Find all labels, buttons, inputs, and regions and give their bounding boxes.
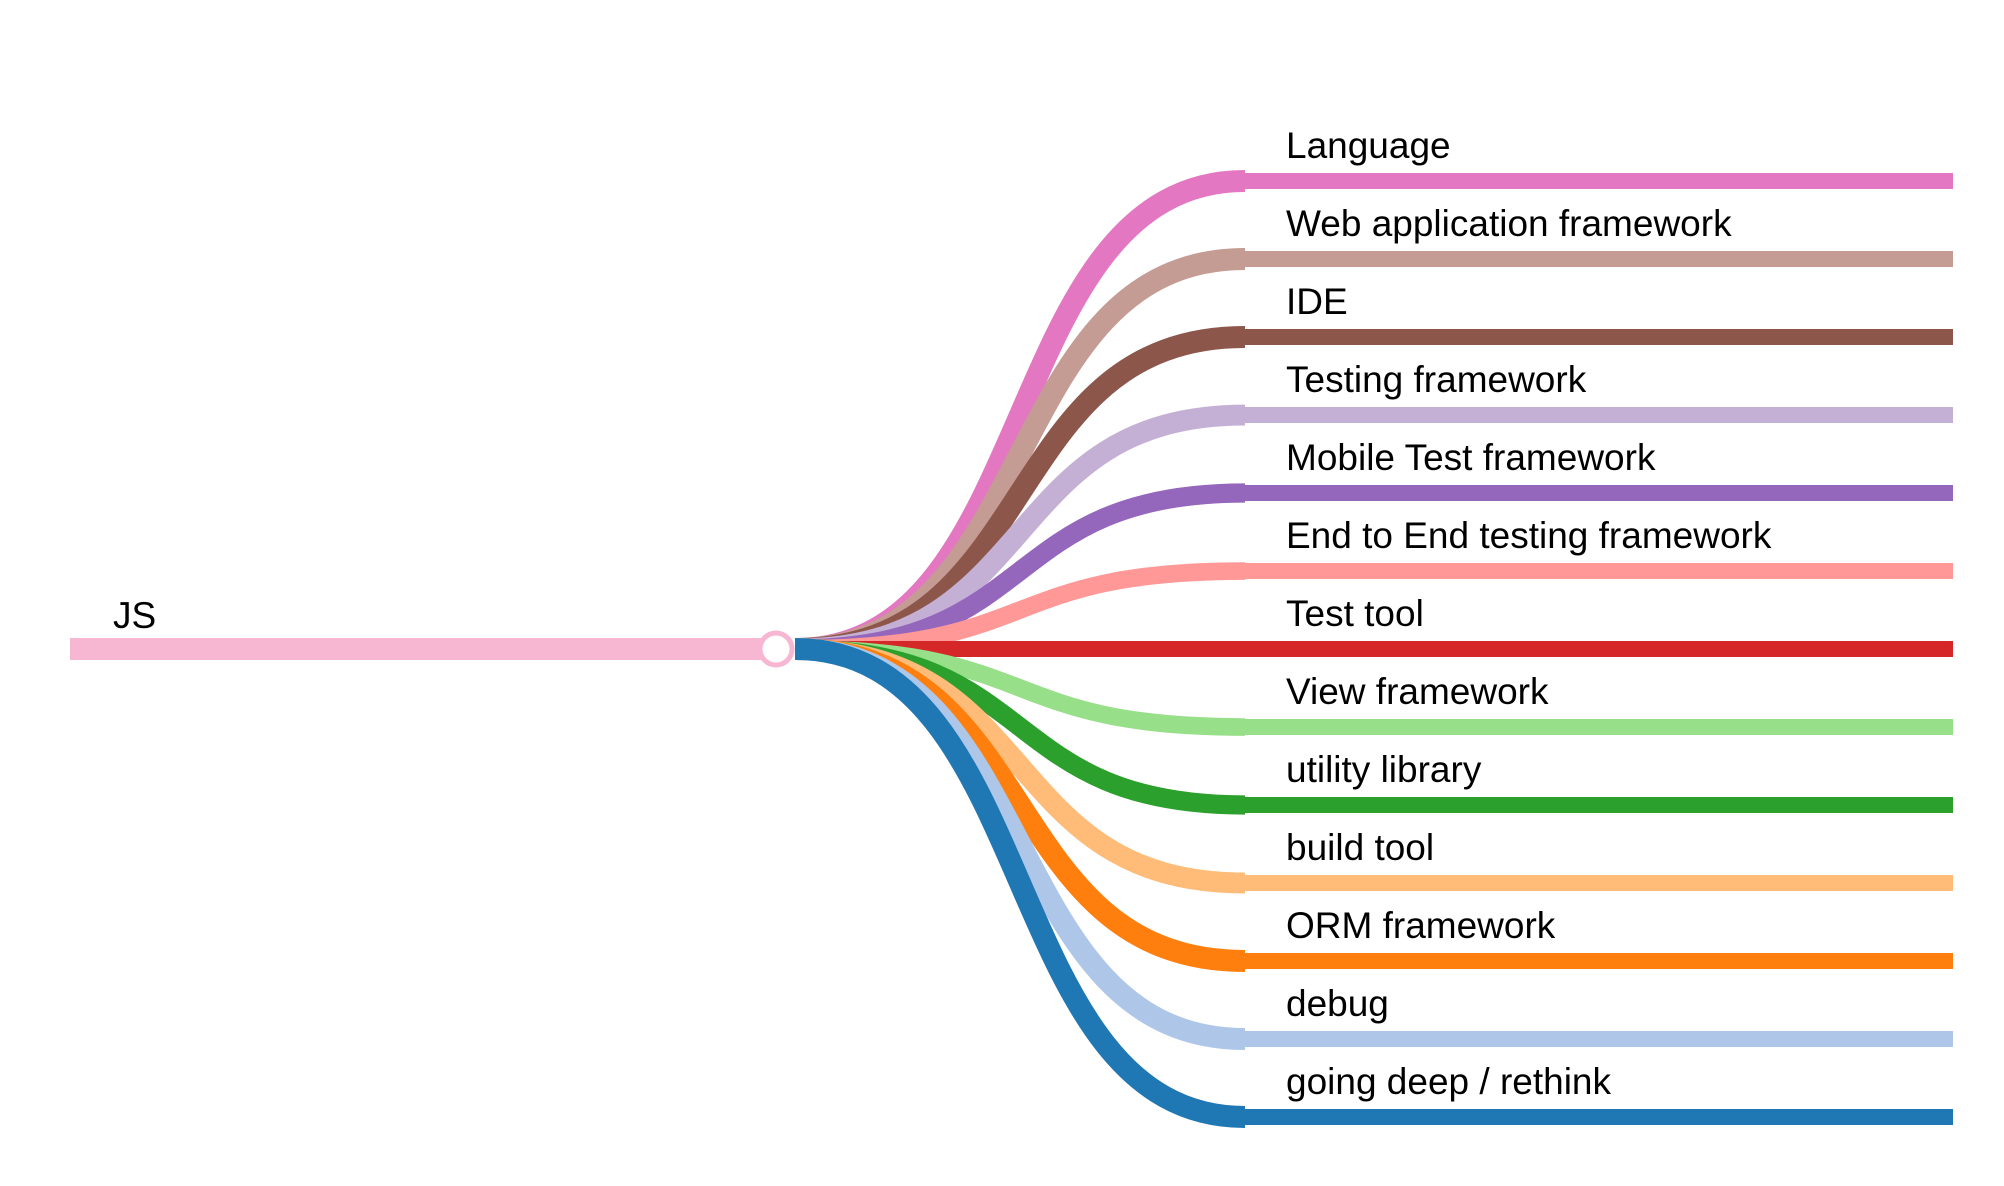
branch-link — [794, 248, 1246, 660]
branch-label[interactable]: going deep / rethink — [1286, 1061, 1612, 1102]
branch-label[interactable]: utility library — [1286, 749, 1482, 790]
branch-label[interactable]: Mobile Test framework — [1286, 437, 1656, 478]
branch-label[interactable]: Language — [1286, 125, 1451, 166]
branch-label[interactable]: End to End testing framework — [1286, 515, 1772, 556]
root-node[interactable] — [757, 630, 795, 668]
branch-link — [794, 638, 1246, 1050]
branch-label[interactable]: IDE — [1286, 281, 1348, 322]
branch-label[interactable]: debug — [1286, 983, 1389, 1024]
branch-link — [794, 638, 1246, 1128]
branch-label[interactable]: Test tool — [1286, 593, 1424, 634]
branch-lines — [1244, 173, 1953, 1125]
branch-labels: Language Web application framework IDE Test… — [1286, 125, 1772, 1102]
branch-label[interactable]: build tool — [1286, 827, 1434, 868]
branch-label[interactable]: View framework — [1286, 671, 1549, 712]
branch-label[interactable]: ORM framework — [1286, 905, 1556, 946]
branch-links — [794, 170, 1246, 1128]
root-label: JS — [113, 595, 156, 636]
branch-label[interactable]: Testing framework — [1286, 359, 1587, 400]
branch-label[interactable]: Web application framework — [1286, 203, 1732, 244]
